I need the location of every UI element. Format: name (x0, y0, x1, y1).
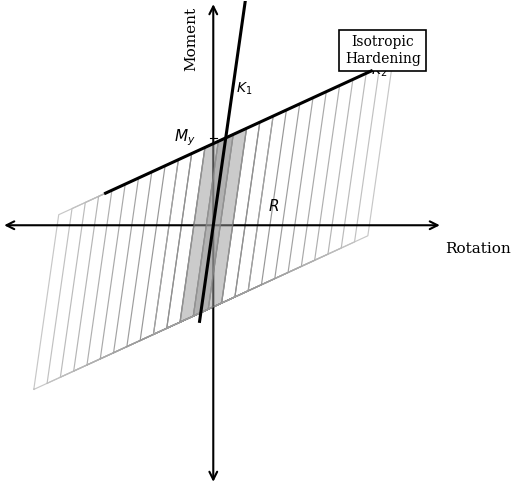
Polygon shape (180, 128, 246, 322)
Text: Moment: Moment (184, 7, 198, 71)
Text: $K_2$: $K_2$ (371, 62, 388, 79)
Text: Isotropic
Hardening: Isotropic Hardening (345, 35, 421, 68)
Text: $R$: $R$ (268, 198, 279, 214)
Polygon shape (194, 135, 233, 316)
Text: $K_1$: $K_1$ (236, 81, 252, 98)
Text: Rotation: Rotation (445, 242, 511, 256)
Text: $M_y$: $M_y$ (174, 128, 196, 148)
